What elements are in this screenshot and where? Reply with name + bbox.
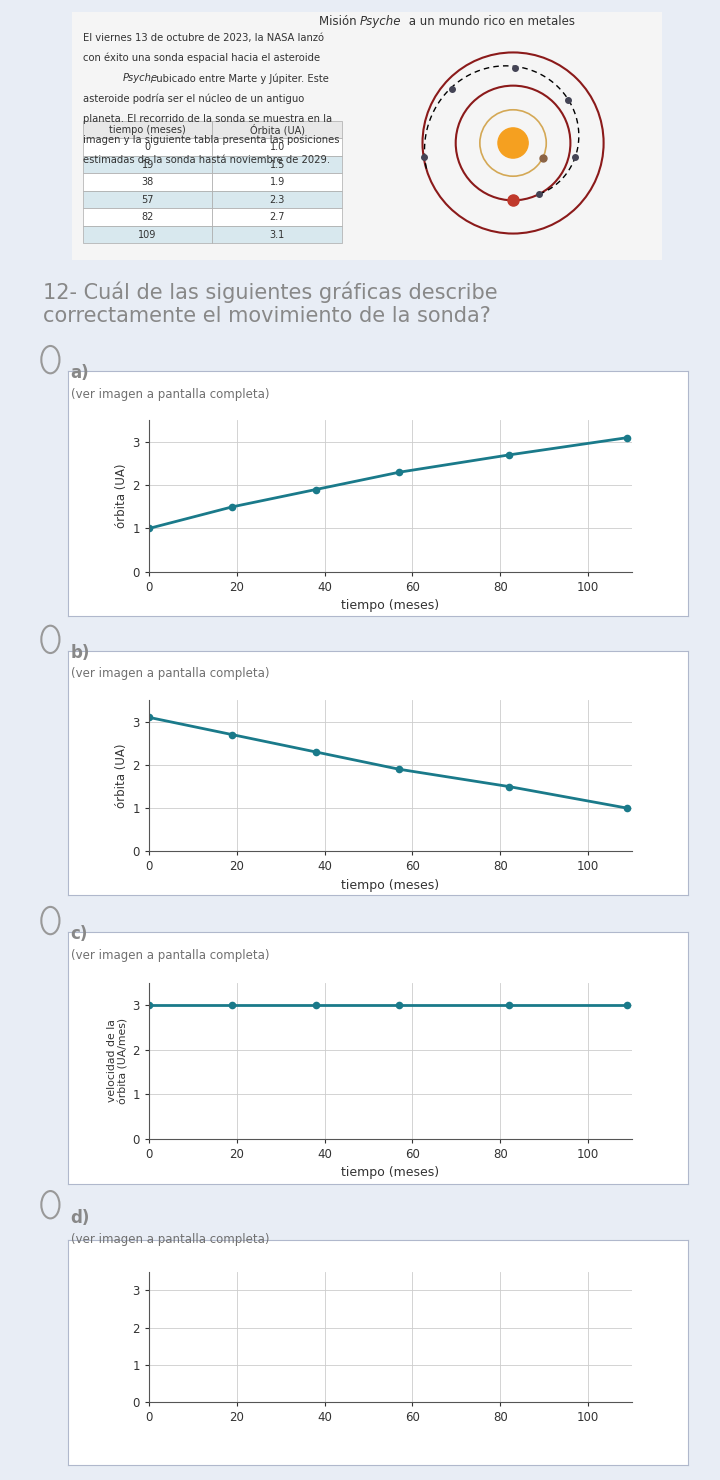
Text: estimadas de la sonda hastá noviembre de 2029.: estimadas de la sonda hastá noviembre de… <box>83 155 330 166</box>
Text: Psyche: Psyche <box>360 15 402 28</box>
Text: 12- Cuál de las siguientes gráficas describe: 12- Cuál de las siguientes gráficas desc… <box>43 281 498 303</box>
Text: con éxito una sonda espacial hacia el asteroide: con éxito una sonda espacial hacia el as… <box>83 53 320 64</box>
Text: (ver imagen a pantalla completa): (ver imagen a pantalla completa) <box>71 667 269 681</box>
Text: Misión: Misión <box>319 15 360 28</box>
Text: (ver imagen a pantalla completa): (ver imagen a pantalla completa) <box>71 388 269 401</box>
Text: (ver imagen a pantalla completa): (ver imagen a pantalla completa) <box>71 949 269 962</box>
Text: , ubicado entre Marte y Júpiter. Este: , ubicado entre Marte y Júpiter. Este <box>150 74 328 84</box>
Text: ▲: ▲ <box>654 1439 669 1456</box>
Text: b): b) <box>71 644 90 662</box>
Text: a un mundo rico en metales: a un mundo rico en metales <box>405 15 575 28</box>
X-axis label: tiempo (meses): tiempo (meses) <box>341 1166 439 1180</box>
Y-axis label: velocidad de la
órbita (UA/mes): velocidad de la órbita (UA/mes) <box>107 1018 128 1104</box>
Y-axis label: órbita (UA): órbita (UA) <box>115 743 128 808</box>
Y-axis label: órbita (UA): órbita (UA) <box>115 463 128 528</box>
Text: asteroide podría ser el núcleo de un antiguo: asteroide podría ser el núcleo de un ant… <box>83 93 304 104</box>
X-axis label: tiempo (meses): tiempo (meses) <box>341 599 439 613</box>
Text: planeta. El recorrido de la sonda se muestra en la: planeta. El recorrido de la sonda se mue… <box>83 114 332 124</box>
Text: El viernes 13 de octubre de 2023, la NASA lanzó: El viernes 13 de octubre de 2023, la NAS… <box>83 33 324 43</box>
Text: (ver imagen a pantalla completa): (ver imagen a pantalla completa) <box>71 1233 269 1246</box>
X-axis label: tiempo (meses): tiempo (meses) <box>341 879 439 892</box>
Text: imagen y la siguiente tabla presenta las posiciones: imagen y la siguiente tabla presenta las… <box>83 135 339 145</box>
Text: d): d) <box>71 1209 90 1227</box>
Text: a): a) <box>71 364 89 382</box>
Text: c): c) <box>71 925 88 943</box>
Circle shape <box>498 127 528 158</box>
Text: Psyche: Psyche <box>122 74 158 83</box>
Text: correctamente el movimiento de la sonda?: correctamente el movimiento de la sonda? <box>43 306 491 327</box>
